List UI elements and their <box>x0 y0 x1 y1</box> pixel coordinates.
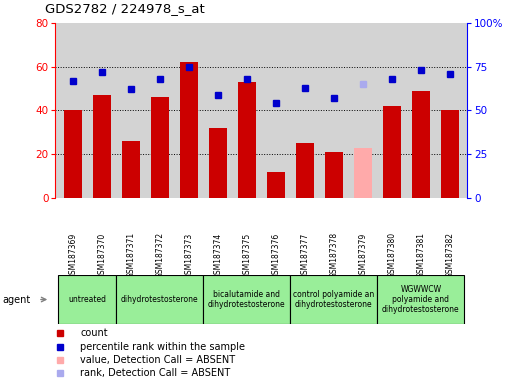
Text: GSM187379: GSM187379 <box>359 232 367 278</box>
Text: GSM187377: GSM187377 <box>300 232 309 278</box>
Bar <box>93 95 110 198</box>
Text: rank, Detection Call = ABSENT: rank, Detection Call = ABSENT <box>80 368 230 379</box>
Text: GSM187382: GSM187382 <box>446 232 455 278</box>
Text: count: count <box>80 328 108 338</box>
Bar <box>325 152 343 198</box>
Bar <box>383 106 401 198</box>
Bar <box>441 111 459 198</box>
Bar <box>116 275 203 324</box>
Bar <box>203 275 290 324</box>
Bar <box>354 147 372 198</box>
Text: GSM187380: GSM187380 <box>388 232 397 278</box>
Text: GSM187378: GSM187378 <box>329 232 338 278</box>
Text: bicalutamide and
dihydrotestosterone: bicalutamide and dihydrotestosterone <box>208 290 286 309</box>
Text: GSM187376: GSM187376 <box>271 232 280 278</box>
Text: GSM187373: GSM187373 <box>184 232 193 278</box>
Bar <box>290 275 378 324</box>
Text: percentile rank within the sample: percentile rank within the sample <box>80 341 245 352</box>
Bar <box>122 141 139 198</box>
Text: GSM187374: GSM187374 <box>213 232 222 278</box>
Bar <box>378 275 465 324</box>
Text: GSM187370: GSM187370 <box>97 232 106 278</box>
Text: GSM187371: GSM187371 <box>126 232 135 278</box>
Text: GSM187372: GSM187372 <box>155 232 164 278</box>
Text: value, Detection Call = ABSENT: value, Detection Call = ABSENT <box>80 355 235 365</box>
Bar <box>267 172 285 198</box>
Text: WGWWCW
polyamide and
dihydrotestosterone: WGWWCW polyamide and dihydrotestosterone <box>382 285 460 314</box>
Text: dihydrotestosterone: dihydrotestosterone <box>121 295 199 304</box>
Bar <box>296 143 314 198</box>
Text: untreated: untreated <box>68 295 106 304</box>
Text: control polyamide an
dihydrotestosterone: control polyamide an dihydrotestosterone <box>293 290 374 309</box>
Bar <box>412 91 430 198</box>
Bar <box>151 97 168 198</box>
Text: agent: agent <box>3 295 31 305</box>
Text: GSM187381: GSM187381 <box>417 232 426 278</box>
Text: GSM187375: GSM187375 <box>242 232 251 278</box>
Bar <box>238 82 256 198</box>
Bar <box>180 62 197 198</box>
Text: GDS2782 / 224978_s_at: GDS2782 / 224978_s_at <box>45 2 205 15</box>
Bar <box>64 111 81 198</box>
Text: GSM187369: GSM187369 <box>68 232 77 278</box>
Bar <box>58 275 116 324</box>
Bar <box>209 128 227 198</box>
